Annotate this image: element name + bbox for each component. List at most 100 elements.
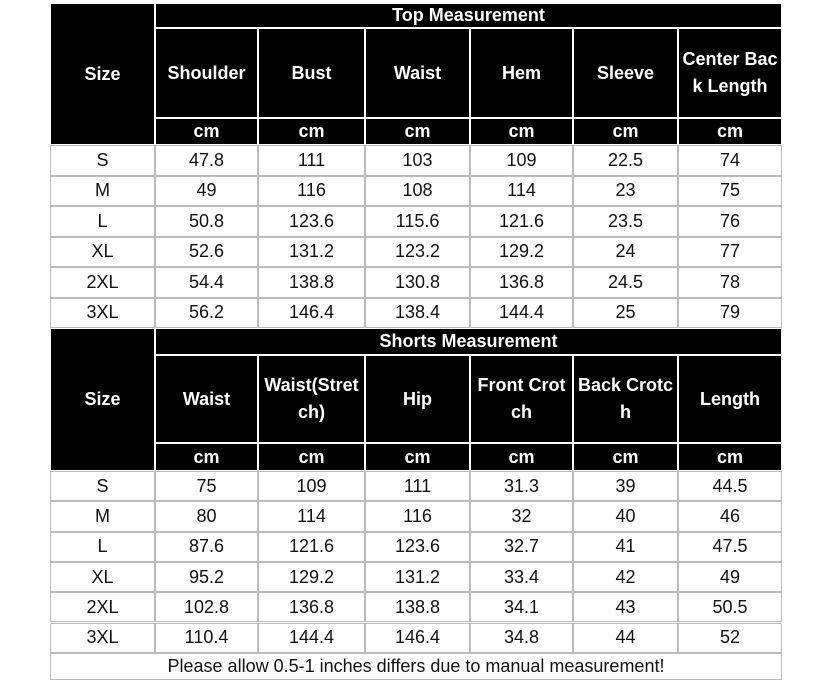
measurement: 42 [573, 561, 678, 593]
size-label: 2XL [50, 267, 155, 298]
measurement: 75 [678, 175, 782, 206]
measurement: 22.5 [573, 145, 678, 176]
size-label: XL [50, 236, 155, 267]
unit-label: cm [258, 118, 365, 145]
measurement: 74 [678, 145, 782, 176]
measurement: 75 [155, 471, 258, 502]
size-label: M [50, 175, 155, 206]
measurement: 102.8 [155, 592, 258, 623]
column-header: Waist [365, 28, 470, 118]
measurement: 44.5 [678, 471, 782, 502]
measurement: 131.2 [365, 561, 470, 593]
measurement: 49 [155, 175, 258, 206]
unit-label: cm [365, 118, 470, 145]
column-header: Center Back Length [678, 28, 782, 118]
measurement: 50.8 [155, 206, 258, 237]
unit-label: cm [678, 118, 782, 145]
measurement: 44 [573, 622, 678, 653]
measurement: 109 [258, 471, 365, 502]
measurement: 129.2 [470, 236, 573, 267]
size-header: Size [50, 328, 155, 471]
measurement: 32.7 [470, 531, 573, 562]
measurement: 43 [573, 592, 678, 623]
measurement: 56.2 [155, 297, 258, 328]
column-header: Bust [258, 28, 365, 118]
measurement: 80 [155, 501, 258, 532]
measurement: 95.2 [155, 561, 258, 593]
measurement: 41 [573, 531, 678, 562]
column-header: Shoulder [155, 28, 258, 118]
measurement: 79 [678, 297, 782, 328]
measurement: 31.3 [470, 471, 573, 502]
measurement: 116 [258, 175, 365, 206]
column-header: Sleeve [573, 28, 678, 118]
unit-label: cm [155, 118, 258, 145]
column-header: Back Crotch [573, 355, 678, 443]
measurement: 34.1 [470, 592, 573, 623]
measurement: 114 [470, 175, 573, 206]
measurement: 24.5 [573, 267, 678, 298]
note: Please allow 0.5-1 inches differs due to… [50, 653, 782, 680]
measurement: 130.8 [365, 267, 470, 298]
measurement: 110.4 [155, 622, 258, 653]
column-header: Hip [365, 355, 470, 443]
measurement: 109 [470, 145, 573, 176]
measurement: 115.6 [365, 206, 470, 237]
measurement: 76 [678, 206, 782, 237]
column-header: Waist(Stretch) [258, 355, 365, 443]
unit-label: cm [470, 443, 573, 471]
measurement: 111 [258, 145, 365, 176]
measurement: 116 [365, 501, 470, 532]
measurement: 23 [573, 175, 678, 206]
measurement: 123.6 [258, 206, 365, 237]
table-title: Top Measurement [155, 3, 782, 28]
measurement: 129.2 [258, 561, 365, 593]
measurement: 138.8 [258, 267, 365, 298]
size-label: S [50, 471, 155, 502]
measurement: 40 [573, 501, 678, 532]
measurement: 111 [365, 471, 470, 502]
measurement: 77 [678, 236, 782, 267]
measurement: 24 [573, 236, 678, 267]
unit-label: cm [678, 443, 782, 471]
measurement: 144.4 [470, 297, 573, 328]
size-label: S [50, 145, 155, 176]
measurement: 121.6 [470, 206, 573, 237]
measurement: 33.4 [470, 561, 573, 593]
column-header: Front Crotch [470, 355, 573, 443]
measurement: 103 [365, 145, 470, 176]
measurement: 131.2 [258, 236, 365, 267]
measurement: 114 [258, 501, 365, 532]
column-header: Waist [155, 355, 258, 443]
unit-label: cm [155, 443, 258, 471]
column-header: Length [678, 355, 782, 443]
measurement: 54.4 [155, 267, 258, 298]
measurement: 146.4 [258, 297, 365, 328]
measurement: 46 [678, 501, 782, 532]
size-label: M [50, 501, 155, 532]
measurement: 123.6 [365, 531, 470, 562]
size-label: L [50, 531, 155, 562]
size-label: XL [50, 561, 155, 593]
measurement: 25 [573, 297, 678, 328]
measurement: 136.8 [470, 267, 573, 298]
size-label: L [50, 206, 155, 237]
measurement: 87.6 [155, 531, 258, 562]
size-label: 2XL [50, 592, 155, 623]
measurement: 123.2 [365, 236, 470, 267]
measurement: 39 [573, 471, 678, 502]
measurement: 23.5 [573, 206, 678, 237]
column-header: Hem [470, 28, 573, 118]
measurement: 78 [678, 267, 782, 298]
measurement: 52 [678, 622, 782, 653]
measurement: 52.6 [155, 236, 258, 267]
measurement: 50.5 [678, 592, 782, 623]
measurement: 49 [678, 561, 782, 593]
measurement: 136.8 [258, 592, 365, 623]
measurement: 146.4 [365, 622, 470, 653]
measurement: 138.4 [365, 297, 470, 328]
unit-label: cm [258, 443, 365, 471]
size-label: 3XL [50, 622, 155, 653]
unit-label: cm [470, 118, 573, 145]
